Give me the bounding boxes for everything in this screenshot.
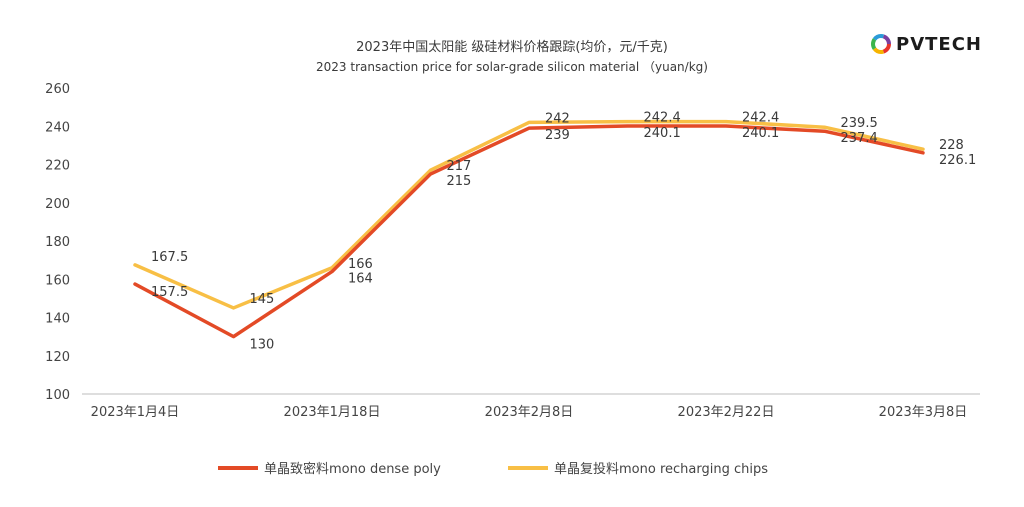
x-tick-label: 2023年3月8日 xyxy=(879,405,968,420)
x-tick-label: 2023年1月18日 xyxy=(284,405,381,420)
data-label: 240.1 xyxy=(742,126,779,141)
data-label: 242.4 xyxy=(742,111,779,126)
data-label: 239.5 xyxy=(841,116,878,131)
data-label: 166 xyxy=(348,257,373,272)
data-label: 157.5 xyxy=(151,285,188,300)
pvtech-logo: PVTECH xyxy=(870,33,982,55)
data-label: 242 xyxy=(545,111,570,126)
pvtech-logo-text: PVTECH xyxy=(896,33,982,55)
y-tick-label: 140 xyxy=(45,312,70,327)
data-label: 242.4 xyxy=(644,111,681,126)
data-label: 240.1 xyxy=(644,126,681,141)
x-tick-label: 2023年2月22日 xyxy=(678,405,775,420)
data-label: 226.1 xyxy=(939,153,976,168)
data-label: 167.5 xyxy=(151,250,188,265)
y-tick-label: 120 xyxy=(45,350,70,365)
data-label: 228 xyxy=(939,138,964,153)
y-tick-label: 160 xyxy=(45,273,70,288)
y-tick-label: 100 xyxy=(45,388,70,403)
y-tick-label: 240 xyxy=(45,120,70,135)
legend-label: 单晶复投料mono recharging chips xyxy=(554,461,768,477)
series-line-mono-recharging-chips xyxy=(133,119,925,310)
y-tick-label: 200 xyxy=(45,197,70,212)
pvtech-logo-icon xyxy=(871,34,891,54)
data-label: 145 xyxy=(250,292,275,307)
chart-subtitle: 2023 transaction price for solar-grade s… xyxy=(316,60,708,74)
data-label: 130 xyxy=(250,338,275,353)
series-line-mono-dense-poly xyxy=(133,124,925,339)
legend-label: 单晶致密料mono dense poly xyxy=(264,461,441,477)
y-tick-label: 180 xyxy=(45,235,70,250)
x-tick-label: 2023年1月4日 xyxy=(91,405,180,420)
data-label: 215 xyxy=(447,174,472,189)
data-label: 164 xyxy=(348,272,373,287)
chart-title: 2023年中国太阳能 级硅材料价格跟踪(均价，元/千克) xyxy=(356,40,668,55)
data-label: 237.4 xyxy=(841,131,878,146)
x-tick-label: 2023年2月8日 xyxy=(485,405,574,420)
data-label: 239 xyxy=(545,128,570,143)
data-label: 217 xyxy=(447,159,472,174)
y-tick-label: 220 xyxy=(45,159,70,174)
y-tick-label: 260 xyxy=(45,82,70,97)
